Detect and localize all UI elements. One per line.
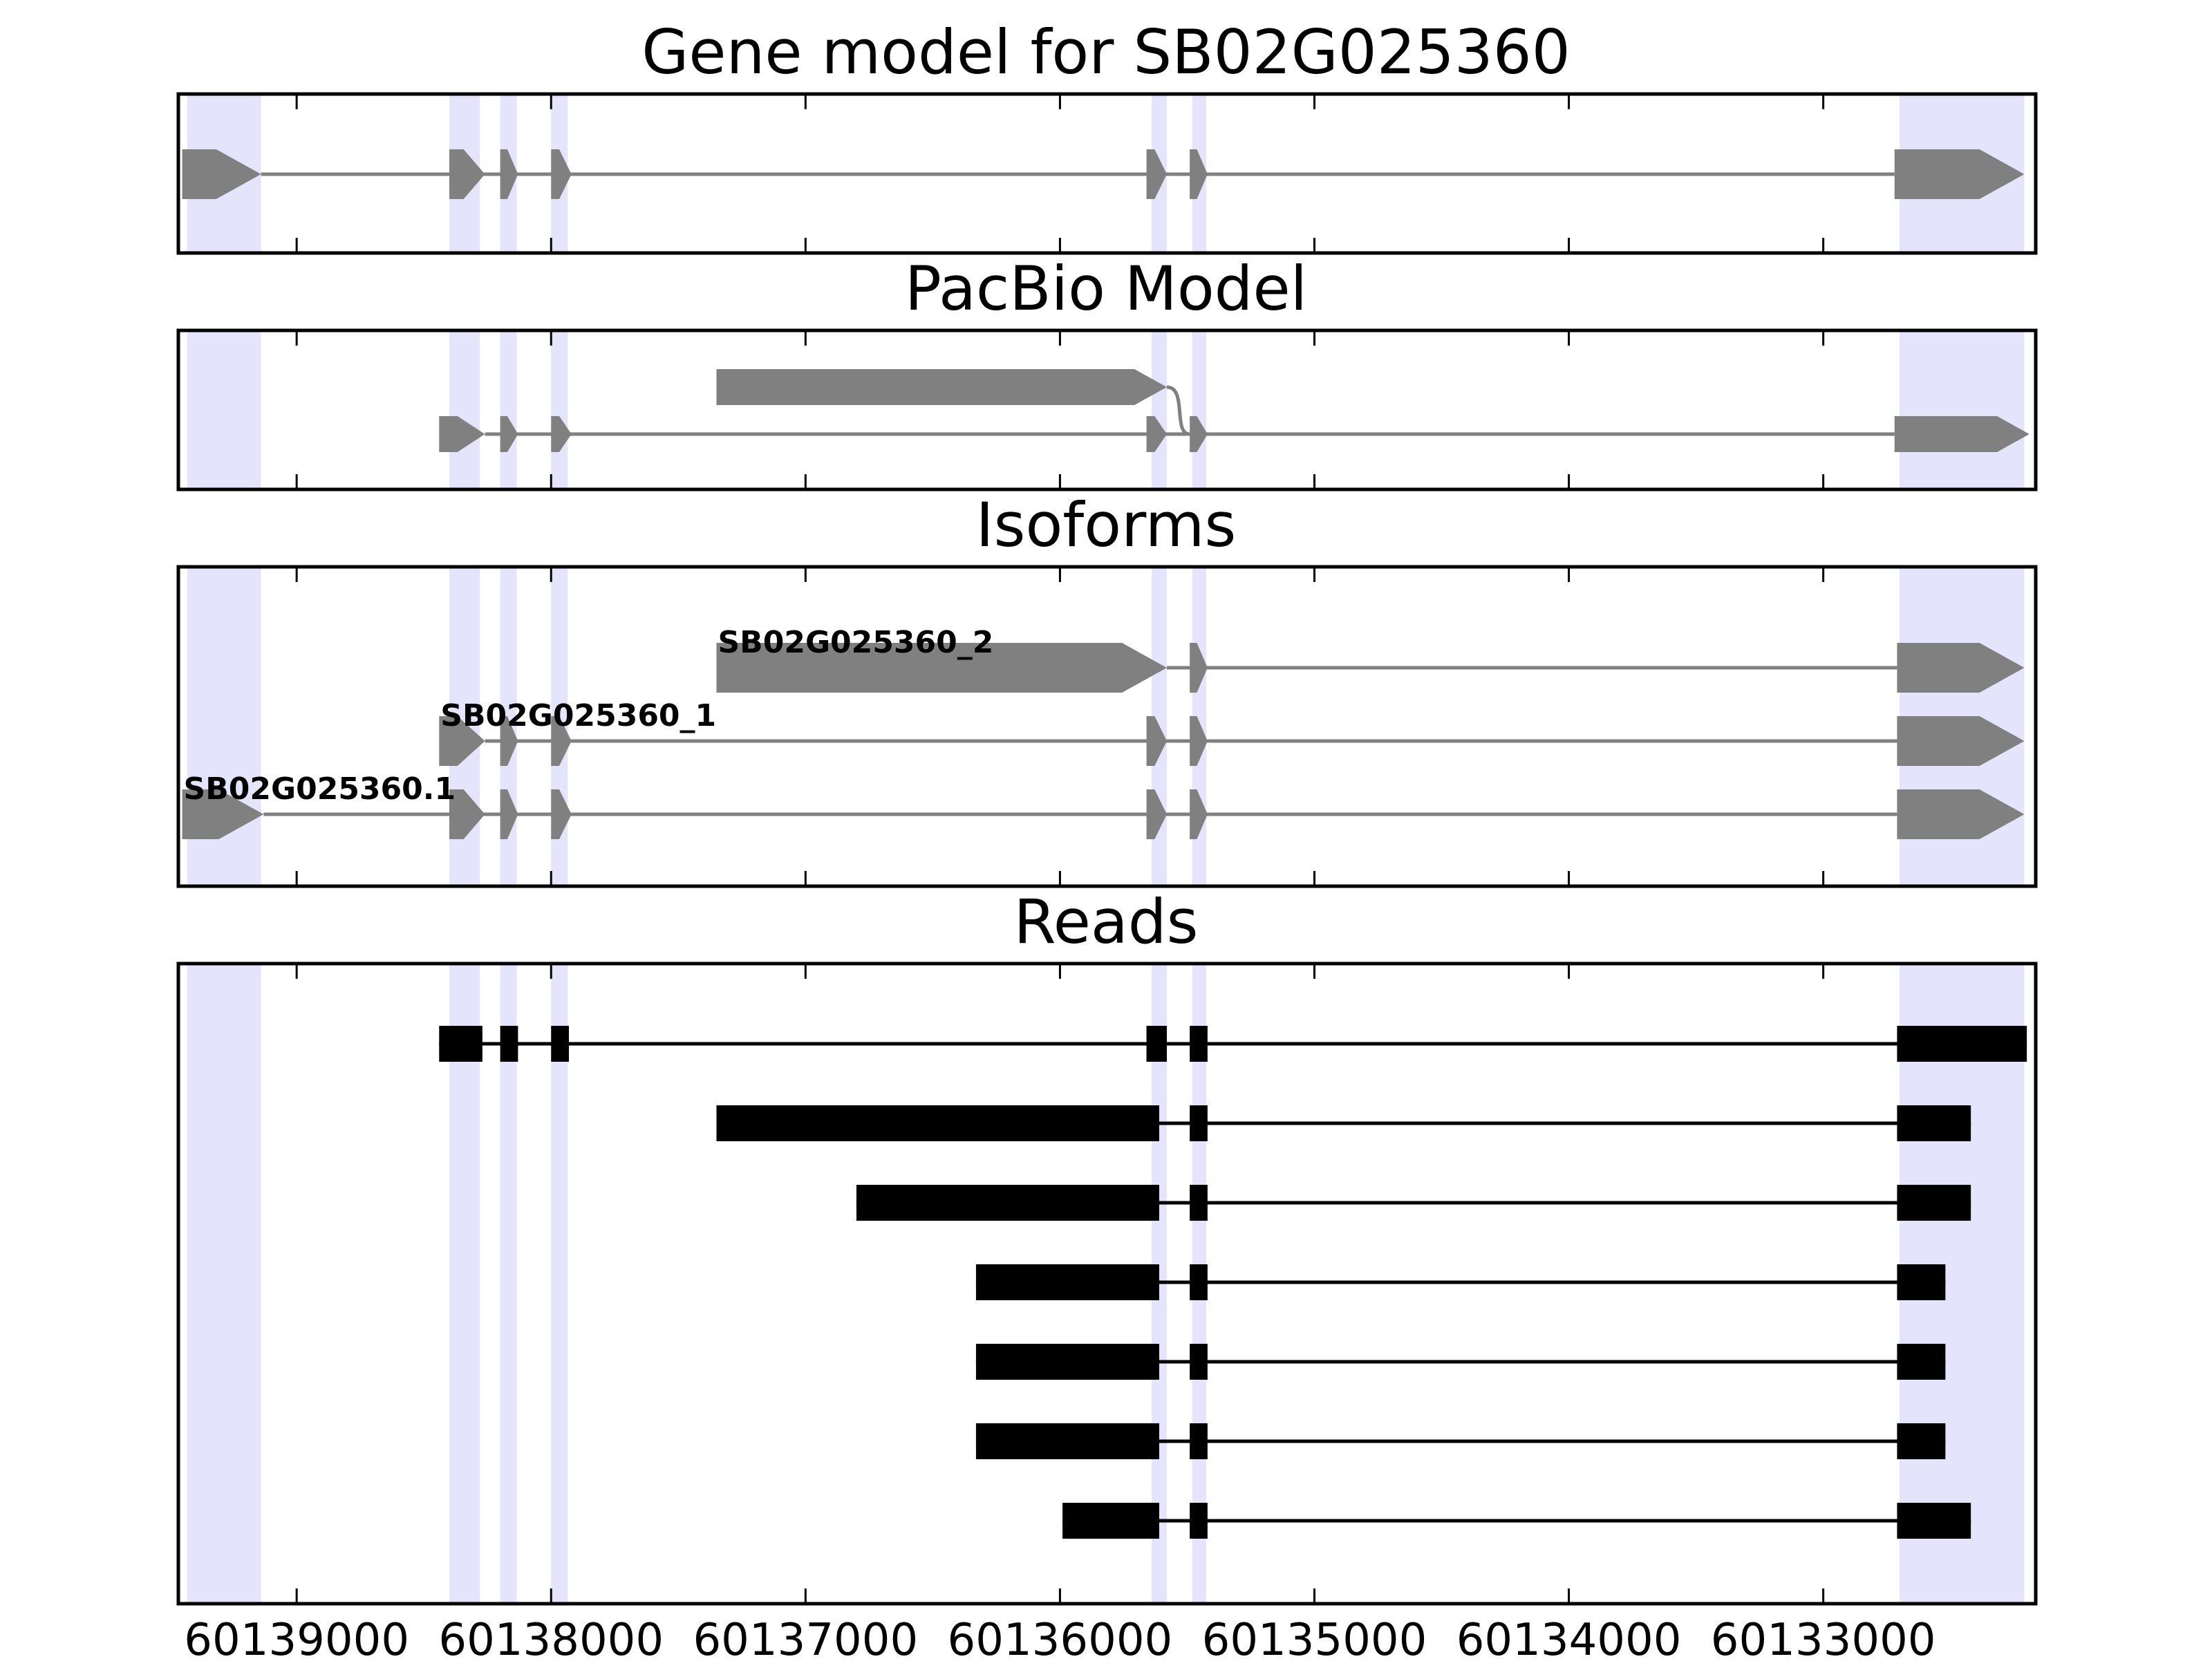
exon-block — [551, 416, 572, 452]
exon-block — [439, 416, 485, 452]
exon-block — [1190, 416, 1208, 452]
exon-block — [551, 716, 572, 766]
exon-highlight-band — [1151, 330, 1167, 489]
exon-block — [1146, 716, 1167, 766]
exon-block — [182, 149, 261, 199]
exon-block — [1190, 149, 1208, 199]
exon-block — [1897, 643, 2025, 693]
exon-block — [1897, 789, 2025, 839]
exon-highlight-band — [551, 964, 568, 1604]
exon-block — [500, 149, 518, 199]
exon-highlight-band — [1900, 330, 2025, 489]
read-block — [975, 1423, 1159, 1459]
x-tick-label: 60133000 — [1711, 1615, 1936, 1659]
gene-model-panel: Gene model for SB02G025360 — [176, 17, 2038, 255]
exon-block — [449, 149, 485, 199]
read-block — [1062, 1503, 1159, 1539]
exon-highlight-band — [500, 330, 517, 489]
x-tick-label: 60138000 — [438, 1615, 664, 1659]
panel-frame — [176, 962, 2038, 1606]
reads-panel: Reads — [176, 886, 2038, 1606]
exon-highlight-band — [1192, 330, 1207, 489]
read-block — [1146, 1026, 1167, 1062]
isoform-label: SB02G025360_2 — [718, 625, 993, 660]
exon-block — [1146, 416, 1167, 452]
exon-block — [1190, 643, 1208, 693]
exon-block — [449, 789, 485, 839]
read-block — [1190, 1026, 1208, 1062]
exon-block — [716, 643, 1167, 693]
read-block — [975, 1344, 1159, 1380]
reads-panel-title: Reads — [1014, 886, 1199, 957]
exon-highlight-band — [449, 964, 480, 1604]
exon-block — [1190, 789, 1208, 839]
read-block — [439, 1026, 482, 1062]
exon-block — [551, 789, 572, 839]
exon-block — [1146, 789, 1167, 839]
exon-block — [500, 716, 518, 766]
pacbio-model-panel-title: PacBio Model — [905, 253, 1307, 324]
read-block — [975, 1264, 1159, 1300]
read-block — [500, 1026, 518, 1062]
read-block — [716, 1105, 1159, 1141]
x-tick-label: 60137000 — [693, 1615, 918, 1659]
isoform-label: SB02G025360_1 — [440, 698, 716, 733]
gene-model-panel-title: Gene model for SB02G025360 — [641, 17, 1571, 88]
read-block — [1190, 1185, 1208, 1221]
isoforms-panel: Isoforms SB02G025360_2 SB02G025360_1 SB02G… — [176, 489, 2038, 888]
exon-block — [1897, 716, 2025, 766]
exon-highlight-band — [500, 964, 517, 1604]
panel-frame — [176, 565, 2038, 888]
read-block — [551, 1026, 570, 1062]
read-block — [1190, 1344, 1208, 1380]
read-block — [856, 1185, 1159, 1221]
read-block — [1897, 1026, 2027, 1062]
x-tick-label: 60135000 — [1202, 1615, 1427, 1659]
exon-block — [1190, 716, 1208, 766]
isoforms-panel-title: Isoforms — [976, 489, 1237, 561]
exon-highlight-band — [187, 330, 261, 489]
exon-block — [1894, 416, 2030, 452]
read-block — [1897, 1503, 1971, 1539]
x-tick-label: 60136000 — [948, 1615, 1173, 1659]
read-block — [1190, 1105, 1208, 1141]
panel-frame — [176, 92, 2038, 255]
x-axis-tick-labels: 60139000 60138000 60137000 60136000 60135000… — [184, 1615, 1936, 1659]
isoform-label: SB02G025360.1 — [184, 771, 456, 807]
exon-block — [1894, 149, 2025, 199]
panel-frame — [176, 328, 2038, 491]
exon-block — [500, 416, 518, 452]
exon-block — [182, 789, 264, 839]
read-block — [1897, 1423, 1946, 1459]
exon-block — [500, 789, 518, 839]
exon-block — [551, 149, 572, 199]
read-block — [1190, 1264, 1208, 1300]
read-block — [1190, 1503, 1208, 1539]
read-block — [1897, 1185, 1971, 1221]
exon-highlight-band — [187, 964, 261, 1604]
x-tick-label: 60134000 — [1456, 1615, 1682, 1659]
exon-block — [439, 716, 485, 766]
pacbio-model-panel: PacBio Model — [176, 253, 2038, 491]
read-block — [1897, 1264, 1946, 1300]
read-block — [1897, 1105, 1971, 1141]
read-block — [1897, 1344, 1946, 1380]
exon-block — [1146, 149, 1167, 199]
exon-block — [716, 369, 1167, 405]
exon-highlight-band — [551, 330, 568, 489]
exon-highlight-band — [449, 330, 480, 489]
pacbio-connector-curve — [1166, 385, 1190, 436]
read-block — [1190, 1423, 1208, 1459]
x-tick-label: 60139000 — [184, 1615, 409, 1659]
